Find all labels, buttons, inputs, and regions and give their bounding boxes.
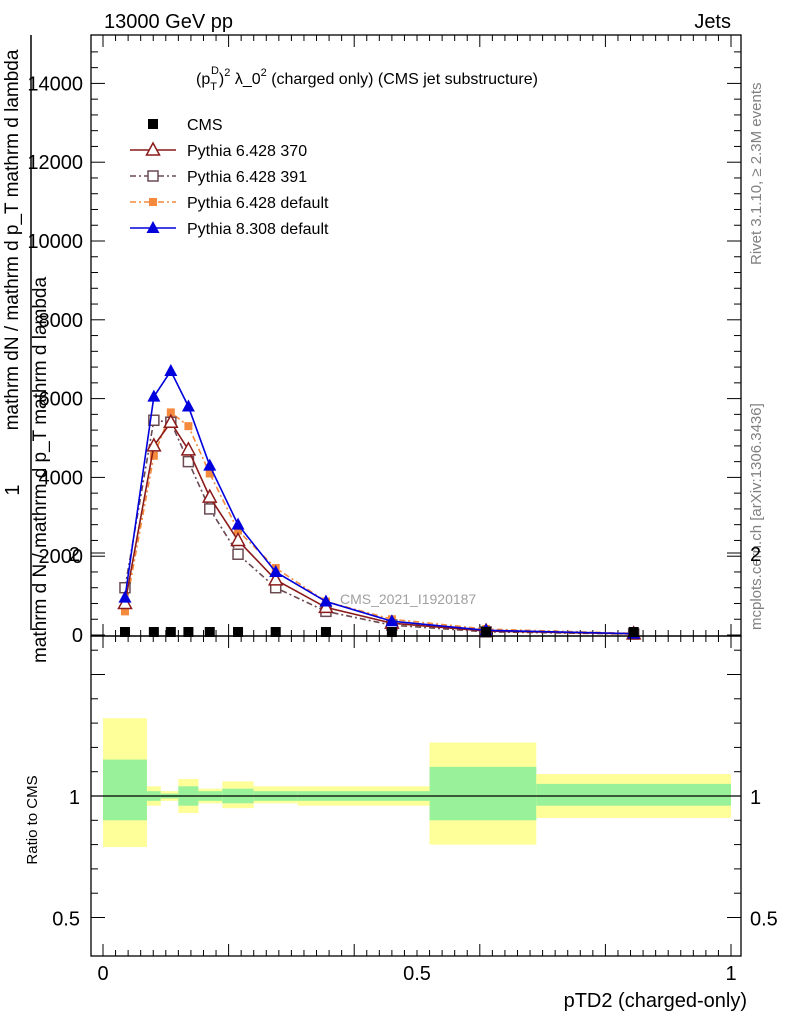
mc-point — [230, 531, 246, 547]
mc-point — [234, 526, 243, 535]
data-point — [386, 627, 397, 637]
mc-point — [184, 422, 193, 431]
ratio-band-inner — [103, 759, 147, 821]
data-point — [233, 627, 244, 637]
x-tick-label: 0 — [97, 963, 108, 985]
data-point — [183, 627, 194, 637]
legend-label: Pythia 8.308 default — [187, 221, 329, 238]
mc-point — [203, 458, 217, 471]
data-point — [628, 627, 639, 637]
analysis-watermark: CMS_2021_I1920187 — [340, 591, 476, 607]
ratio-y-tick-label: 1 — [69, 787, 80, 809]
title-sup-D: D — [211, 65, 219, 77]
mc-point — [163, 413, 179, 428]
mc-point — [148, 414, 160, 427]
ratio-y-tick-label-right: 1 — [750, 787, 761, 809]
y-tick-label: 6000 — [39, 389, 84, 411]
ratio-y-tick-label: 0.5 — [52, 909, 80, 931]
mc-point — [385, 614, 399, 627]
y-tick-label: 2000 — [39, 546, 84, 568]
legend: CMS Pythia 6.428 370 Pythia 6.428 391 Pythi… — [130, 117, 329, 238]
mc-point — [166, 408, 175, 417]
mc-point — [120, 607, 129, 616]
data-point — [148, 627, 159, 637]
legend-marker — [145, 141, 161, 156]
ratio-panel: 0 0.5 1 0.5 0.5 1 1 2 2 — [52, 544, 778, 985]
y-label-numerator: mathrm d N / mathrm d p_T mathrm d lambd… — [30, 277, 51, 664]
title-p: (p — [196, 71, 210, 88]
ratio-y-tick-label: 2 — [69, 544, 80, 566]
x-tick-label: 1 — [725, 963, 736, 985]
mc-point — [149, 451, 158, 460]
data-point — [320, 627, 331, 637]
data-point — [481, 627, 492, 637]
mcplots-label: mcplots.cern.ch [arXiv:1306.3436] — [748, 403, 765, 630]
title-paren: ) — [219, 71, 224, 88]
y-tick-label: 10000 — [27, 231, 83, 253]
plot-title: (pTD)2 λ_02 (charged only) (CMS jet subs… — [196, 65, 538, 93]
mc-point — [319, 594, 333, 607]
header-category: Jets — [694, 11, 731, 33]
mc-point — [205, 469, 214, 478]
y-tick-label: 14000 — [27, 73, 83, 95]
mc-point — [269, 564, 283, 577]
ratio-y-tick-label-right: 0.5 — [750, 909, 778, 931]
legend-marker — [148, 119, 158, 129]
y-tick-label: 12000 — [27, 152, 83, 174]
x-axis-label: pTD2 (charged-only) — [564, 990, 747, 1012]
ratio-band-inner — [536, 783, 731, 806]
y-label-denominator: mathrm dN / mathrm d p_T mathrm d lambda — [2, 49, 23, 430]
title-exp-b: 2 — [261, 67, 267, 79]
title-lambda: λ_0 — [230, 71, 260, 88]
x-tick-label: 0.5 — [403, 963, 431, 985]
mc-point — [164, 364, 178, 377]
y-tick-label: 4000 — [39, 467, 84, 489]
title-sub-T: T — [210, 81, 217, 93]
y-label-one: 1 — [2, 484, 24, 495]
legend-marker — [147, 170, 159, 182]
mc-point — [204, 503, 216, 515]
header-energy: 13000 GeV pp — [104, 11, 233, 33]
legend-label: Pythia 6.428 default — [187, 195, 329, 212]
legend-label: Pythia 6.428 391 — [187, 169, 307, 186]
mc-point — [202, 488, 218, 503]
y-axis-label-top: 1 mathrm d N / mathrm d p_T mathrm d lam… — [2, 35, 51, 663]
data-point — [119, 627, 130, 637]
legend-marker — [149, 198, 157, 206]
data-point — [165, 627, 176, 637]
mc-point — [118, 590, 132, 603]
mc-point — [147, 389, 161, 402]
mc-point — [267, 571, 284, 586]
ratio-y-tick-label-right: 2 — [750, 544, 761, 566]
ratio-band-inner — [429, 766, 537, 821]
title-rest: (charged only) (CMS jet substructure) — [267, 71, 538, 88]
title-exp-a: 2 — [224, 67, 230, 79]
main-panel: 0 2000 4000 6000 8000 10000 12000 14000 — [27, 34, 742, 647]
y-tick-label: 8000 — [39, 310, 84, 332]
y-tick-label: 0 — [72, 625, 83, 647]
mc-point — [232, 548, 244, 560]
legend-marker — [146, 221, 160, 233]
mc-point — [146, 437, 162, 452]
legend-label: Pythia 6.428 370 — [187, 143, 307, 160]
y-axis-label-ratio: Ratio to CMS — [24, 775, 41, 864]
mc-point — [231, 517, 245, 530]
mc-point — [180, 441, 197, 456]
mc-point — [181, 399, 195, 412]
data-point — [204, 627, 215, 637]
series-line — [124, 411, 634, 635]
rivet-label: Rivet 3.1.10, ≥ 2.3M events — [748, 83, 765, 266]
data-point — [270, 627, 281, 637]
legend-label: CMS — [187, 117, 223, 134]
